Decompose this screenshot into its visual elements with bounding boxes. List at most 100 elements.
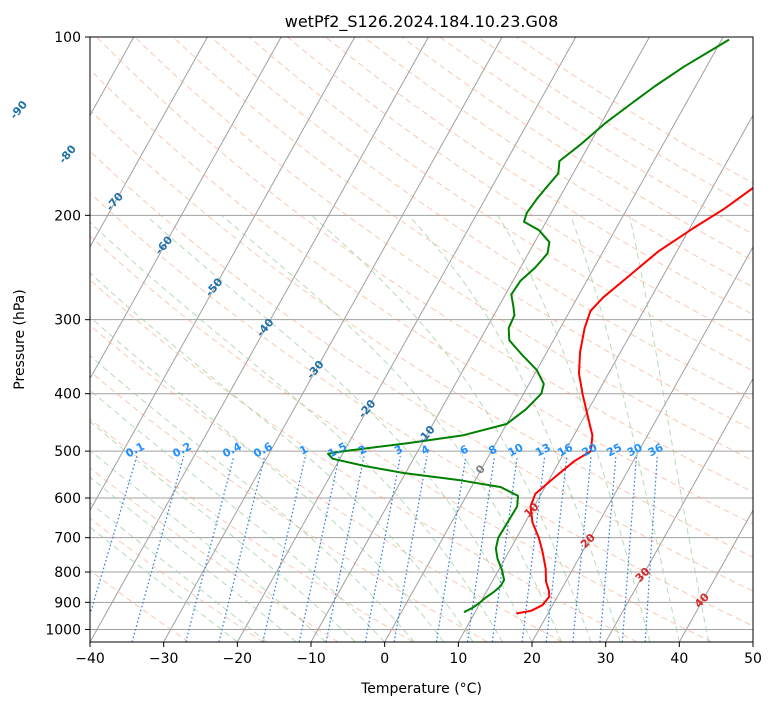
dry-adiabat-line [401, 37, 753, 262]
x-tick-label: 40 [670, 651, 688, 667]
dry-adiabat-line [90, 68, 753, 525]
plot-frame [89, 36, 754, 643]
moist-adiabat-line [90, 476, 297, 642]
mixing-ratio-line [545, 456, 568, 642]
y-tick-label: 500 [54, 444, 81, 460]
isotherm-line [457, 114, 753, 642]
moist-adiabat-line [90, 355, 415, 642]
mixing-ratio-label: 0.2 [170, 440, 193, 461]
dry-adiabat-line [90, 150, 753, 592]
theta-label: 30 [633, 565, 653, 585]
y-tick-label: 800 [54, 565, 81, 581]
x-axis: −40 −30 −20 −10 0 10 20 30 40 50 [75, 642, 762, 667]
y-tick-label: 300 [54, 313, 81, 329]
dry-adiabat-line [287, 37, 753, 344]
x-tick-label: −10 [296, 651, 326, 667]
mixing-ratio-label: 6 [458, 442, 471, 457]
dewpoint-profile-line [327, 38, 730, 614]
mixing-ratio-line [131, 456, 185, 642]
moist-adiabat-line [90, 272, 474, 642]
dry-adiabat-line [90, 324, 563, 642]
y-tick-label: 400 [54, 387, 81, 403]
isotherm-line [752, 640, 753, 642]
dry-adiabat-line [210, 37, 753, 401]
dry-adiabat-line [363, 37, 753, 288]
isotherm-line [90, 37, 282, 380]
mixing-ratio-label: 13 [533, 441, 553, 460]
dry-adiabat-line [516, 37, 753, 184]
isotherm-line [605, 377, 753, 642]
moist-adiabat-line [221, 214, 562, 642]
dry-adiabat-line [90, 569, 190, 642]
isotherm-line [236, 37, 577, 642]
moist-adiabat-line [408, 214, 621, 642]
theta-label: 10 [521, 500, 541, 520]
y-tick-label: 900 [54, 595, 81, 611]
isotherm-label: -80 [56, 142, 79, 166]
mixing-ratio-label: 8 [486, 443, 499, 458]
isotherm-label: -90 [7, 98, 30, 122]
dry-adiabat-line [90, 418, 414, 642]
mixing-ratio-line [364, 456, 401, 642]
moist-adiabat-line [90, 221, 503, 642]
mixing-ratio-line [90, 456, 138, 617]
mixing-ratio-label: 16 [555, 441, 575, 460]
isotherm-label: -10 [415, 423, 438, 447]
isotherm-label: -70 [103, 190, 126, 214]
isotherm-label: -50 [203, 275, 226, 299]
x-tick-label: 20 [523, 651, 541, 667]
moist-adiabat-line [90, 449, 327, 642]
isotherm-line [310, 37, 650, 642]
y-tick-label: 100 [54, 30, 81, 46]
mixing-ratio-label: 36 [646, 441, 666, 460]
y-tick-label: 700 [54, 531, 81, 547]
isotherm-label: 0 [473, 462, 488, 476]
isotherm-line [163, 37, 503, 642]
x-tick-label: 0 [380, 651, 389, 667]
moist-adiabat-line [311, 214, 592, 642]
moist-adiabat-line [497, 215, 651, 642]
x-axis-label: Temperature (°C) [360, 681, 482, 697]
dry-adiabat-line [90, 192, 753, 627]
mixing-ratio-label: 0.6 [251, 440, 275, 461]
mixing-ratio-line [185, 456, 235, 642]
dry-adiabat-line [439, 37, 753, 235]
data-lines [327, 38, 753, 615]
isotherm-line [531, 245, 753, 642]
isotherm-line [384, 37, 724, 642]
mixing-ratio-label: 25 [604, 441, 624, 460]
y-axis-label: Pressure (hPa) [12, 289, 28, 389]
mixing-ratio-line [393, 456, 428, 642]
annotations: 0.10.20.40.611.52346810131620253036-100-… [7, 98, 712, 611]
x-tick-label: −20 [223, 651, 253, 667]
mixing-ratio-line [621, 456, 638, 642]
moist-adiabat-line [90, 420, 356, 642]
mixing-ratio-label: 3 [392, 443, 405, 458]
mixing-ratio-line [262, 456, 306, 642]
mixing-ratio-line [218, 456, 266, 642]
mixing-ratio-label: 0.1 [123, 440, 146, 461]
x-tick-label: 50 [744, 651, 762, 667]
mixing-ratio-line [572, 456, 592, 642]
y-tick-label: 1000 [45, 622, 81, 638]
isotherm-label: -30 [304, 358, 327, 382]
mixing-ratio-line [466, 456, 496, 642]
mixing-ratio-line [298, 456, 340, 642]
mixing-ratio-label: 30 [625, 441, 645, 460]
isotherm-label: -60 [153, 233, 176, 257]
mixing-ratio-label: 10 [506, 441, 526, 460]
moist-adiabat-line [629, 215, 710, 642]
mixing-ratio-line [491, 456, 518, 642]
x-tick-label: −40 [75, 651, 105, 667]
isotherm-line [90, 37, 208, 248]
mixing-ratio-line [435, 456, 467, 642]
moist-adiabat-line [90, 526, 238, 642]
isotherm-line [0, 37, 60, 642]
theta-label: 20 [578, 531, 598, 551]
dry-adiabat-line [248, 37, 753, 372]
isotherm-line [678, 509, 753, 642]
mixing-ratio-label: 1 [297, 443, 310, 458]
theta-label: 40 [692, 590, 712, 610]
dry-adiabat-line [325, 37, 753, 316]
